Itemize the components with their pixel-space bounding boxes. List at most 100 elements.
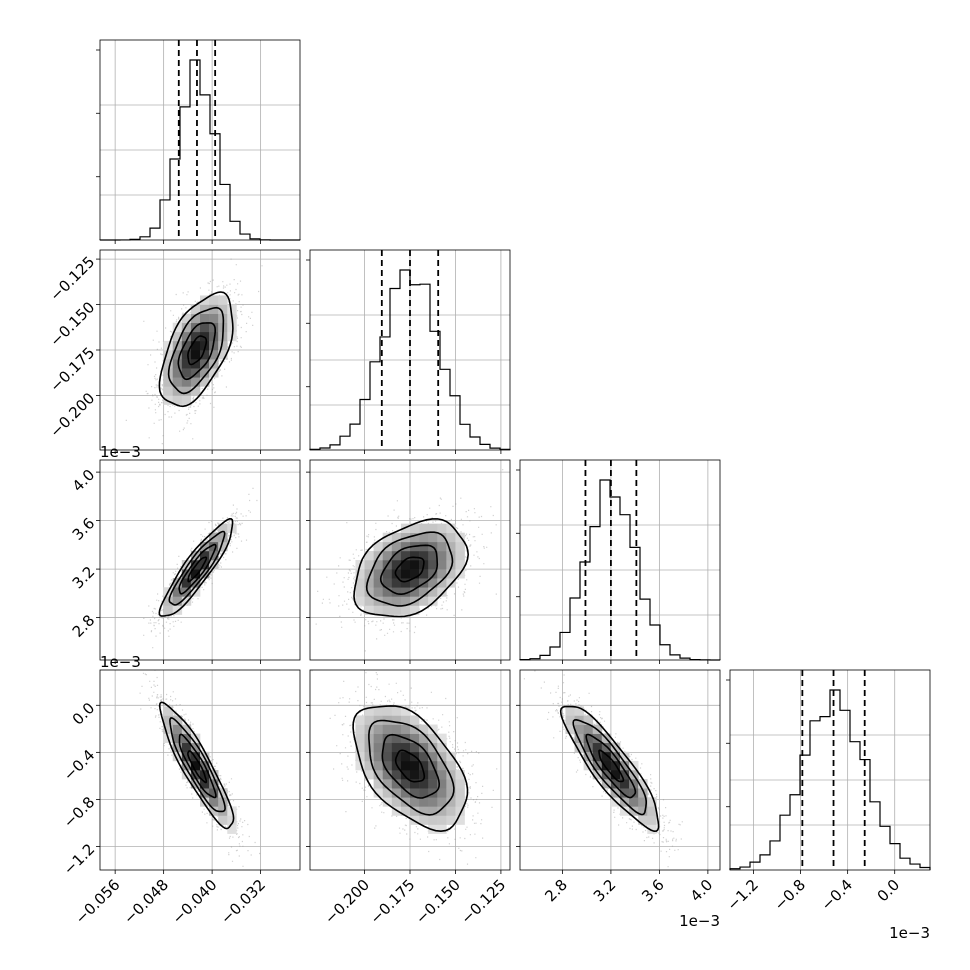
density-cell — [400, 724, 411, 734]
density-cell — [583, 742, 594, 753]
density-cell — [400, 569, 411, 579]
density-cell — [419, 550, 429, 561]
density-cell — [638, 797, 648, 807]
density-cell — [419, 569, 429, 579]
xtick-label: −0.8 — [771, 876, 809, 914]
xtick-label: −0.175 — [367, 876, 419, 928]
density-cell — [172, 350, 183, 360]
density-cell — [373, 760, 384, 771]
density-cell — [391, 605, 402, 615]
density-cell — [218, 304, 228, 314]
density-cell — [437, 541, 447, 552]
density-cell — [391, 788, 402, 798]
density-cell — [391, 532, 402, 543]
density-cell — [190, 751, 201, 762]
density-cell — [400, 797, 411, 807]
xtick-label: −0.032 — [217, 876, 269, 928]
density-cell — [419, 724, 429, 734]
histogram-3 — [729, 689, 931, 870]
density-cell — [355, 760, 365, 771]
density-cell — [400, 806, 411, 816]
density-cell — [218, 541, 228, 552]
density-cell — [382, 706, 393, 716]
density-cell — [410, 806, 420, 816]
density-cell — [419, 788, 429, 798]
panel-1-1 — [306, 249, 511, 454]
contour-0-2-1 — [178, 543, 217, 595]
x-offset-label: 1e−3 — [679, 912, 720, 930]
density-cell — [400, 560, 411, 570]
density-cell — [428, 724, 438, 734]
density-cell — [620, 760, 630, 771]
density-cell — [355, 578, 365, 588]
density-cell — [410, 733, 420, 744]
density-cell — [419, 751, 429, 762]
density-cell — [382, 788, 393, 798]
ytick-label: 2.8 — [69, 611, 99, 641]
density-cell — [190, 359, 201, 369]
density-cell — [373, 742, 384, 753]
density-cell — [181, 350, 192, 360]
density-cell — [200, 340, 210, 351]
panel-body — [125, 258, 263, 445]
density-cell — [592, 751, 603, 762]
density-cell — [364, 770, 374, 780]
density-cell — [410, 605, 420, 615]
density-cell — [428, 806, 438, 816]
density-cell — [391, 724, 402, 734]
density-cell — [200, 377, 210, 387]
contour-0-2-0 — [187, 556, 208, 583]
density-cell — [181, 596, 192, 606]
contour-1-3-2 — [368, 719, 455, 816]
xtick-label: −0.4 — [818, 876, 856, 914]
density-cell — [391, 733, 402, 744]
density-cell — [583, 751, 594, 762]
panel-frame — [99, 669, 301, 871]
density-cell — [190, 733, 201, 744]
density-cell — [446, 797, 456, 807]
density-cell — [428, 770, 438, 780]
density-cell — [601, 760, 612, 771]
density-cell — [400, 706, 411, 716]
density-cell — [382, 733, 393, 744]
density-cell — [592, 770, 603, 780]
density-cell — [218, 797, 228, 807]
density-cell — [227, 304, 237, 314]
density-cell — [638, 788, 648, 798]
density-cell — [410, 770, 420, 780]
density-cell — [647, 806, 657, 816]
density-cell — [400, 770, 411, 780]
density-cell — [382, 724, 393, 734]
density-cell — [437, 523, 447, 534]
density-cell — [218, 532, 228, 543]
density-cell — [163, 706, 174, 716]
density-cell — [565, 715, 575, 725]
density-cell — [428, 751, 438, 762]
density-cell — [410, 788, 420, 798]
density-cell — [382, 779, 393, 789]
density-cell — [455, 788, 465, 798]
density-cell — [583, 724, 594, 734]
contour-1-3-0 — [394, 749, 426, 783]
density-cell — [574, 742, 584, 753]
xtick-label: 3.6 — [638, 876, 668, 906]
density-cell — [373, 605, 384, 615]
contour-0-3-1 — [178, 733, 217, 799]
density-cell — [364, 715, 374, 725]
density-cell — [620, 788, 630, 798]
panel-body — [139, 670, 261, 867]
contour-0-1-2 — [167, 306, 225, 395]
density-cell — [446, 751, 456, 762]
density-cell — [373, 770, 384, 780]
density-cell — [190, 350, 201, 360]
panel-0-2: 2.8 3.2 3.6 4.01e−3 — [69, 443, 301, 664]
density-cell — [163, 350, 174, 360]
density-cell — [181, 578, 192, 588]
density-cell — [209, 313, 219, 324]
contour-1-2-0 — [394, 556, 425, 583]
density-cell — [172, 724, 183, 734]
density-cell — [364, 550, 374, 561]
density-cell — [437, 815, 447, 825]
density-cell — [565, 706, 575, 716]
